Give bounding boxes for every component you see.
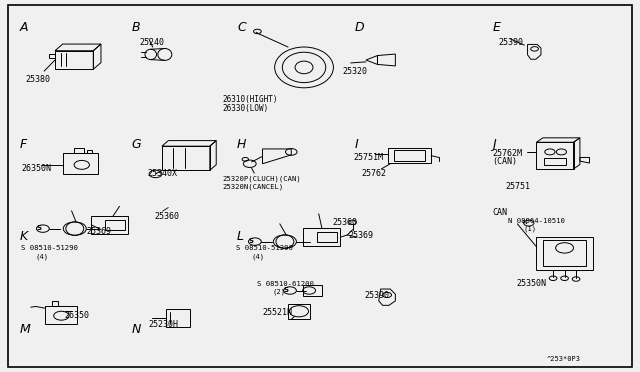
Text: 25390: 25390 — [499, 38, 524, 47]
Text: D: D — [355, 21, 365, 34]
Text: I: I — [355, 138, 359, 151]
Text: S 08510-61200: S 08510-61200 — [257, 280, 314, 286]
Text: 25360: 25360 — [154, 212, 179, 221]
Text: 25230H: 25230H — [149, 320, 179, 329]
Text: 26350: 26350 — [65, 311, 90, 320]
Text: 25369: 25369 — [349, 231, 374, 240]
Bar — [303, 285, 322, 296]
Text: 25240: 25240 — [140, 38, 165, 47]
Text: S 08510-51290: S 08510-51290 — [21, 245, 78, 251]
Bar — [394, 150, 425, 161]
Text: G: G — [132, 138, 141, 151]
Text: N: N — [523, 220, 527, 225]
Text: 25762: 25762 — [362, 169, 387, 178]
Text: S: S — [284, 287, 289, 293]
Bar — [92, 216, 129, 234]
Text: 25369: 25369 — [87, 227, 112, 236]
Text: N: N — [132, 323, 141, 336]
Text: (CAN): (CAN) — [492, 157, 517, 166]
Text: 25751M: 25751M — [354, 153, 384, 162]
Text: (2): (2) — [272, 289, 285, 295]
Text: B: B — [132, 21, 140, 34]
Text: S: S — [36, 225, 42, 231]
Text: S 08510-51290: S 08510-51290 — [236, 245, 292, 251]
Text: ^253*0P3: ^253*0P3 — [547, 356, 580, 362]
Bar — [288, 304, 310, 319]
Text: 25521N: 25521N — [262, 308, 292, 317]
Bar — [544, 158, 566, 164]
Text: 25350N: 25350N — [516, 279, 547, 288]
Bar — [166, 310, 190, 327]
Text: S: S — [248, 238, 253, 244]
Bar — [106, 220, 125, 230]
Bar — [388, 148, 431, 163]
Text: 26330(LOW): 26330(LOW) — [223, 105, 269, 113]
Text: 25340X: 25340X — [148, 169, 177, 178]
Text: C: C — [237, 21, 246, 34]
Bar — [303, 228, 340, 246]
Bar — [317, 232, 337, 242]
Text: 25320N(CANCEL): 25320N(CANCEL) — [223, 183, 284, 190]
Text: 25320P(CLUCH)(CAN): 25320P(CLUCH)(CAN) — [223, 176, 301, 182]
Text: A: A — [20, 21, 28, 34]
Text: K: K — [20, 231, 28, 243]
Text: 25380: 25380 — [25, 75, 50, 84]
Text: 25751: 25751 — [505, 182, 530, 191]
Text: M: M — [20, 323, 31, 336]
Text: H: H — [237, 138, 246, 151]
Text: 25360: 25360 — [333, 218, 358, 227]
Text: (1): (1) — [523, 226, 536, 232]
Text: 25390: 25390 — [365, 291, 390, 299]
Text: F: F — [20, 138, 27, 151]
Text: (4): (4) — [251, 253, 264, 260]
Text: 26310(HIGHT): 26310(HIGHT) — [223, 95, 278, 104]
Text: 26350N: 26350N — [21, 164, 51, 173]
Text: (4): (4) — [36, 253, 49, 260]
Text: E: E — [492, 21, 500, 34]
Text: L: L — [237, 231, 244, 243]
Text: J: J — [492, 138, 496, 151]
Text: 25762M: 25762M — [492, 149, 522, 158]
Text: 25320: 25320 — [342, 67, 367, 76]
Text: CAN: CAN — [492, 208, 508, 217]
Text: N 08964-10510: N 08964-10510 — [508, 218, 565, 224]
